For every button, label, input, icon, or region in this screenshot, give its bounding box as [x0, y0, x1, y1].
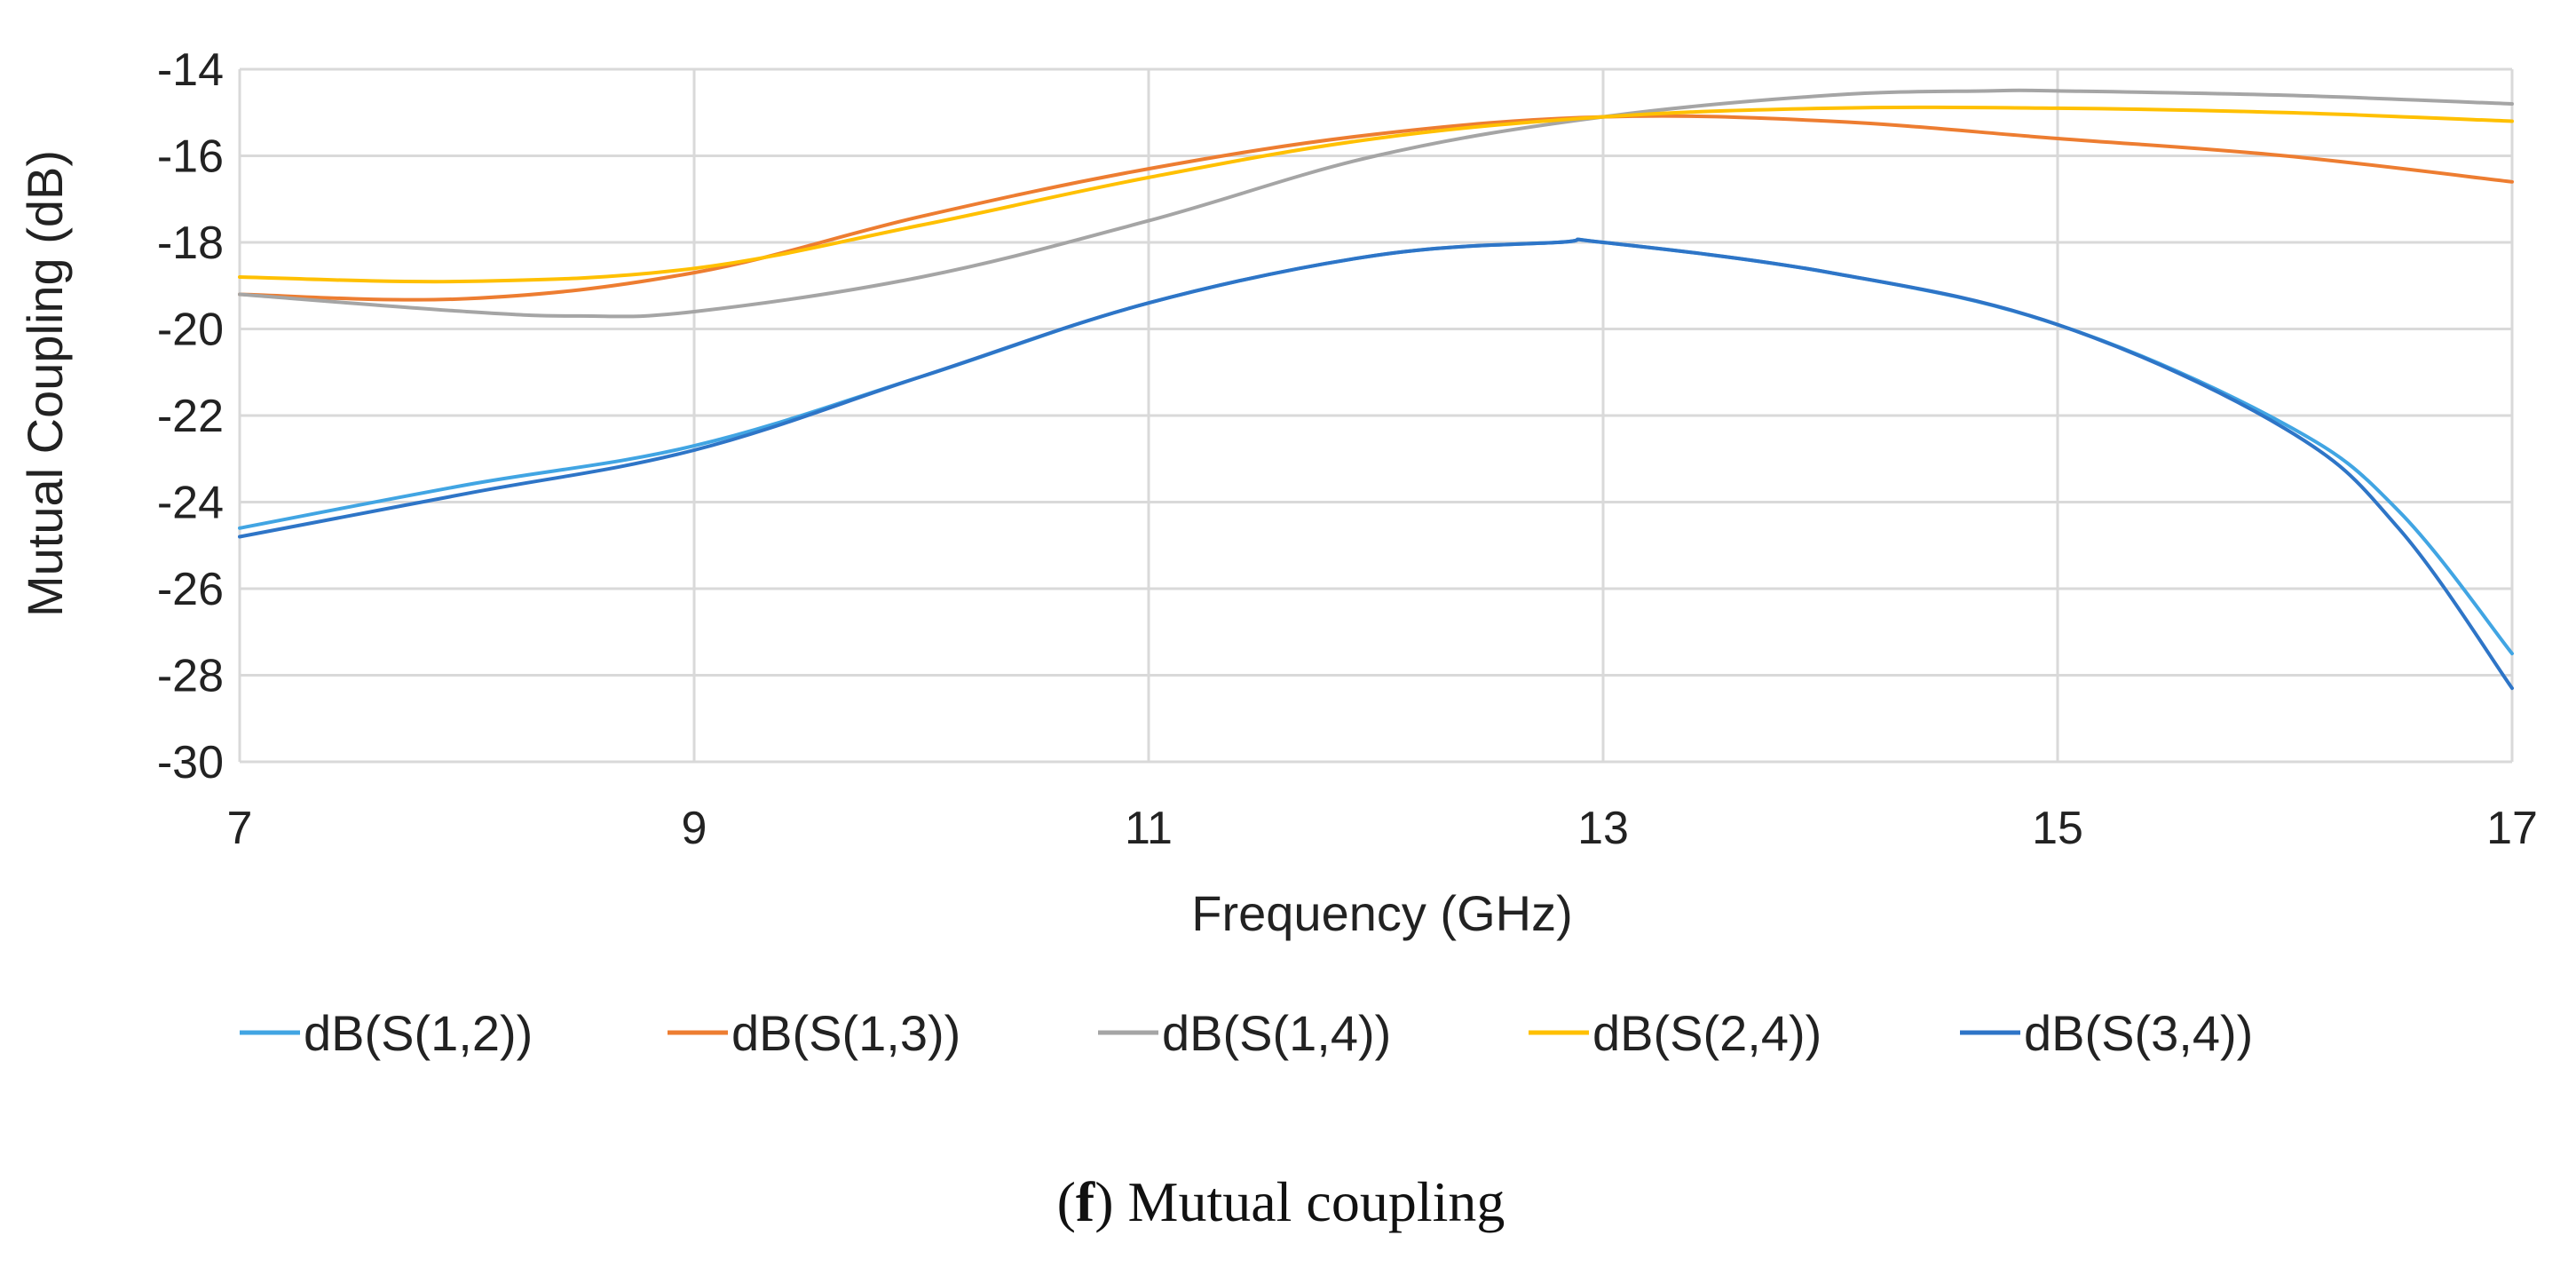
series-line-db-s-1-2	[238, 237, 2514, 656]
y-tick-label: -16	[157, 131, 224, 183]
y-axis-title: Mutual Coupling (dB)	[17, 150, 73, 617]
grid-layer	[238, 67, 2514, 764]
series-line-db-s-1-4	[238, 88, 2514, 319]
legend-item: dB(S(1,4))	[1098, 1005, 1391, 1061]
x-tick-label: 11	[1125, 803, 1173, 854]
x-tick-label: 15	[2032, 803, 2083, 854]
legend-label: dB(S(1,4))	[1162, 1005, 1391, 1061]
legend-item: dB(S(3,4))	[1960, 1005, 2253, 1061]
y-tick-label: -28	[157, 651, 224, 702]
series-line-db-s-1-3	[238, 114, 2514, 302]
y-tick-label: -30	[157, 737, 224, 788]
x-tick-label: 7	[227, 803, 253, 854]
legend-label: dB(S(3,4))	[2024, 1005, 2253, 1061]
y-tick-label: -20	[157, 305, 224, 356]
legend-item: dB(S(1,2))	[240, 1005, 533, 1061]
y-tick-label: -26	[157, 564, 224, 615]
legend-item: dB(S(2,4))	[1529, 1005, 1821, 1061]
caption-text: Mutual coupling	[1114, 1170, 1505, 1233]
y-tick-label: -24	[157, 478, 224, 529]
figure-caption: (f) Mutual coupling	[1057, 1170, 1505, 1233]
x-axis-title: Frequency (GHz)	[1191, 885, 1572, 941]
legend-label: dB(S(2,4))	[1592, 1005, 1821, 1061]
legend-item: dB(S(1,3))	[668, 1005, 960, 1061]
legend-label: dB(S(1,2))	[304, 1005, 533, 1061]
series-layer	[238, 88, 2514, 691]
x-tick-label: 17	[2486, 803, 2538, 854]
y-tick-label: -22	[157, 391, 224, 442]
tick-label-layer: -14 -16 -18 -20 -22 -24 -26 -28 -307 9 11 13 15 17	[157, 44, 2538, 854]
legend: dB(S(1,2)) dB(S(1,3)) dB(S(1,4)) dB(S(2,4))…	[240, 1005, 2253, 1061]
series-line-db-s-3-4	[238, 237, 2514, 691]
y-tick-label: -14	[157, 44, 224, 96]
x-tick-label: 9	[682, 803, 707, 854]
series-line-db-s-2-4	[238, 105, 2514, 284]
x-tick-label: 13	[1577, 803, 1629, 854]
y-tick-label: -18	[157, 218, 224, 269]
caption-letter: f	[1076, 1170, 1095, 1233]
legend-label: dB(S(1,3))	[731, 1005, 960, 1061]
